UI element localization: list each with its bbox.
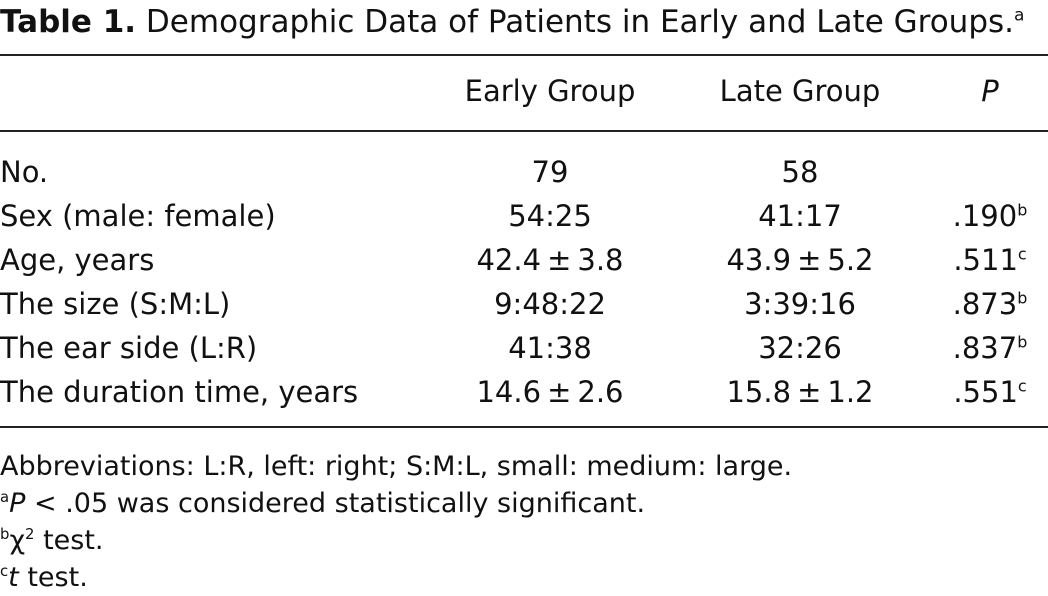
- early-value: 14.6 ±2.6: [476, 375, 624, 409]
- early-value: 42.4 ±3.8: [476, 243, 624, 277]
- table-row: Sex (male: female) 54:25 41:17 .190b: [0, 194, 1048, 238]
- p-footnote-mark: b: [1017, 288, 1028, 308]
- p-footnote-mark: b: [1017, 200, 1028, 220]
- plus-minus-sign: ±: [797, 243, 822, 277]
- row-label: The size (S:M:L): [0, 287, 231, 321]
- header-early-group: Early Group: [464, 74, 636, 108]
- early-value: 41:38: [508, 331, 592, 365]
- p-value: .190b: [952, 199, 1028, 233]
- p-value: .551c: [953, 375, 1027, 409]
- caption-footnote-mark: a: [1014, 5, 1025, 26]
- table-title: Demographic Data of Patients in Early an…: [145, 4, 1014, 40]
- table-row: The duration time, years 14.6 ±2.6 15.8 ±1…: [0, 370, 1048, 414]
- late-value: 58: [781, 155, 819, 189]
- footnote-abbreviations: Abbreviations: L:R, left: right; S:M:L, …: [0, 451, 793, 482]
- table-row: Age, years 42.4 ±3.8 43.9 ±5.2 .511c: [0, 238, 1048, 282]
- p-value: .511c: [953, 243, 1027, 277]
- table-row: The ear side (L:R) 41:38 32:26 .837b: [0, 326, 1048, 370]
- header-late-group: Late Group: [719, 74, 881, 108]
- row-label: The ear side (L:R): [0, 331, 258, 365]
- table-caption: Table 1. Demographic Data of Patients in…: [0, 2, 1024, 42]
- p-footnote-mark: c: [1017, 376, 1027, 396]
- late-value: 32:26: [758, 331, 842, 365]
- p-value: .837b: [952, 331, 1028, 365]
- header-p-value: P: [981, 74, 999, 108]
- late-value: 41:17: [758, 199, 842, 233]
- table-header: Early Group Late Group P: [0, 70, 1048, 120]
- p-footnote-mark: c: [1017, 244, 1027, 264]
- row-label: Age, years: [0, 243, 155, 277]
- row-label: The duration time, years: [0, 375, 359, 409]
- early-value: 9:48:22: [494, 287, 606, 321]
- row-label: No.: [0, 155, 49, 189]
- footnote-c: ct test.: [0, 562, 88, 593]
- plus-minus-sign: ±: [797, 375, 822, 409]
- header-rule: [0, 130, 1048, 132]
- p-footnote-mark: b: [1017, 332, 1028, 352]
- row-label: Sex (male: female): [0, 199, 276, 233]
- p-value: .873b: [952, 287, 1028, 321]
- early-value: 54:25: [508, 199, 592, 233]
- plus-minus-sign: ±: [547, 243, 572, 277]
- footnote-a: aP < .05 was considered statistically si…: [0, 488, 646, 519]
- early-value: 79: [531, 155, 569, 189]
- bottom-rule: [0, 426, 1048, 428]
- late-value: 3:39:16: [744, 287, 856, 321]
- table-footnotes: Abbreviations: L:R, left: right; S:M:L, …: [0, 448, 792, 596]
- late-value: 15.8 ±1.2: [726, 375, 874, 409]
- footnote-b: bχ2 test.: [0, 525, 104, 556]
- table-row: The size (S:M:L) 9:48:22 3:39:16 .873b: [0, 282, 1048, 326]
- top-rule: [0, 54, 1048, 56]
- late-value: 43.9 ±5.2: [726, 243, 874, 277]
- table-row: No. 79 58: [0, 150, 1048, 194]
- plus-minus-sign: ±: [547, 375, 572, 409]
- table-label: Table 1.: [0, 4, 137, 40]
